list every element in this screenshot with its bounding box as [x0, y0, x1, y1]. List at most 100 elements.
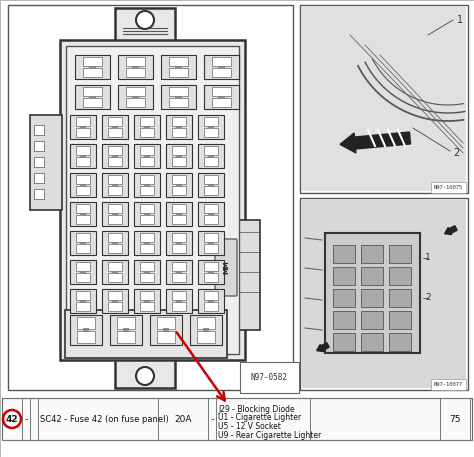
Bar: [76, 128, 90, 137]
Bar: [132, 65, 139, 69]
Bar: [110, 315, 142, 345]
Bar: [361, 245, 383, 263]
Bar: [204, 302, 218, 311]
Bar: [176, 242, 182, 244]
Bar: [81, 242, 85, 244]
Bar: [140, 186, 154, 195]
Bar: [204, 128, 218, 137]
Bar: [204, 186, 218, 195]
Bar: [140, 262, 154, 271]
Bar: [108, 117, 122, 126]
Bar: [198, 173, 224, 197]
Bar: [34, 125, 44, 135]
FancyArrow shape: [445, 226, 457, 234]
Bar: [8, 5, 293, 390]
Bar: [172, 175, 186, 184]
Bar: [102, 144, 128, 168]
Bar: [333, 311, 355, 329]
Bar: [70, 231, 96, 255]
Bar: [166, 173, 192, 197]
Bar: [302, 200, 466, 388]
Bar: [172, 128, 186, 137]
Bar: [117, 318, 135, 329]
Bar: [190, 315, 222, 345]
Bar: [172, 262, 186, 271]
Bar: [325, 233, 420, 353]
Text: 2: 2: [453, 148, 459, 158]
Bar: [198, 144, 224, 168]
Bar: [83, 98, 102, 107]
Bar: [172, 157, 186, 166]
Bar: [361, 311, 383, 329]
Bar: [112, 126, 118, 128]
Bar: [209, 213, 213, 215]
Bar: [172, 233, 186, 242]
Bar: [108, 215, 122, 224]
Bar: [209, 154, 213, 158]
Bar: [204, 273, 218, 282]
Bar: [108, 302, 122, 311]
Bar: [204, 233, 218, 242]
Bar: [81, 271, 85, 273]
Bar: [112, 271, 118, 273]
Bar: [108, 244, 122, 253]
Bar: [108, 186, 122, 195]
Bar: [209, 242, 213, 244]
Bar: [140, 175, 154, 184]
Bar: [163, 328, 169, 332]
Bar: [361, 289, 383, 307]
Bar: [102, 289, 128, 313]
Bar: [65, 310, 227, 358]
Bar: [123, 328, 129, 332]
Bar: [140, 273, 154, 282]
Text: SC42 - Fuse 42 (on fuse panel): SC42 - Fuse 42 (on fuse panel): [40, 414, 169, 424]
Bar: [34, 141, 44, 151]
Bar: [77, 318, 95, 329]
Bar: [70, 115, 96, 139]
Bar: [198, 231, 224, 255]
Bar: [2, 398, 472, 440]
Bar: [140, 157, 154, 166]
Bar: [176, 184, 182, 186]
Bar: [209, 271, 213, 273]
Bar: [204, 146, 218, 155]
Bar: [166, 202, 192, 226]
Bar: [132, 96, 139, 98]
Bar: [198, 260, 224, 284]
Bar: [333, 267, 355, 285]
Bar: [134, 173, 160, 197]
Bar: [81, 154, 85, 158]
Bar: [204, 175, 218, 184]
Bar: [108, 128, 122, 137]
Bar: [204, 291, 218, 300]
Bar: [204, 85, 239, 109]
Bar: [145, 271, 149, 273]
Bar: [76, 204, 90, 213]
Bar: [102, 260, 128, 284]
Bar: [302, 7, 466, 191]
Bar: [89, 96, 96, 98]
Circle shape: [136, 367, 154, 385]
Bar: [140, 244, 154, 253]
Bar: [76, 117, 90, 126]
Circle shape: [3, 410, 21, 428]
Bar: [83, 87, 102, 96]
Bar: [172, 117, 186, 126]
Bar: [175, 96, 182, 98]
Bar: [176, 154, 182, 158]
Bar: [169, 57, 188, 66]
Bar: [238, 220, 260, 330]
Bar: [389, 333, 411, 351]
Bar: [112, 213, 118, 215]
Bar: [389, 267, 411, 285]
Bar: [333, 333, 355, 351]
Bar: [126, 57, 145, 66]
Bar: [70, 289, 96, 313]
FancyArrow shape: [340, 132, 410, 153]
Bar: [34, 157, 44, 167]
Bar: [83, 68, 102, 77]
Bar: [212, 68, 231, 77]
Bar: [175, 65, 182, 69]
Bar: [108, 175, 122, 184]
Bar: [134, 289, 160, 313]
